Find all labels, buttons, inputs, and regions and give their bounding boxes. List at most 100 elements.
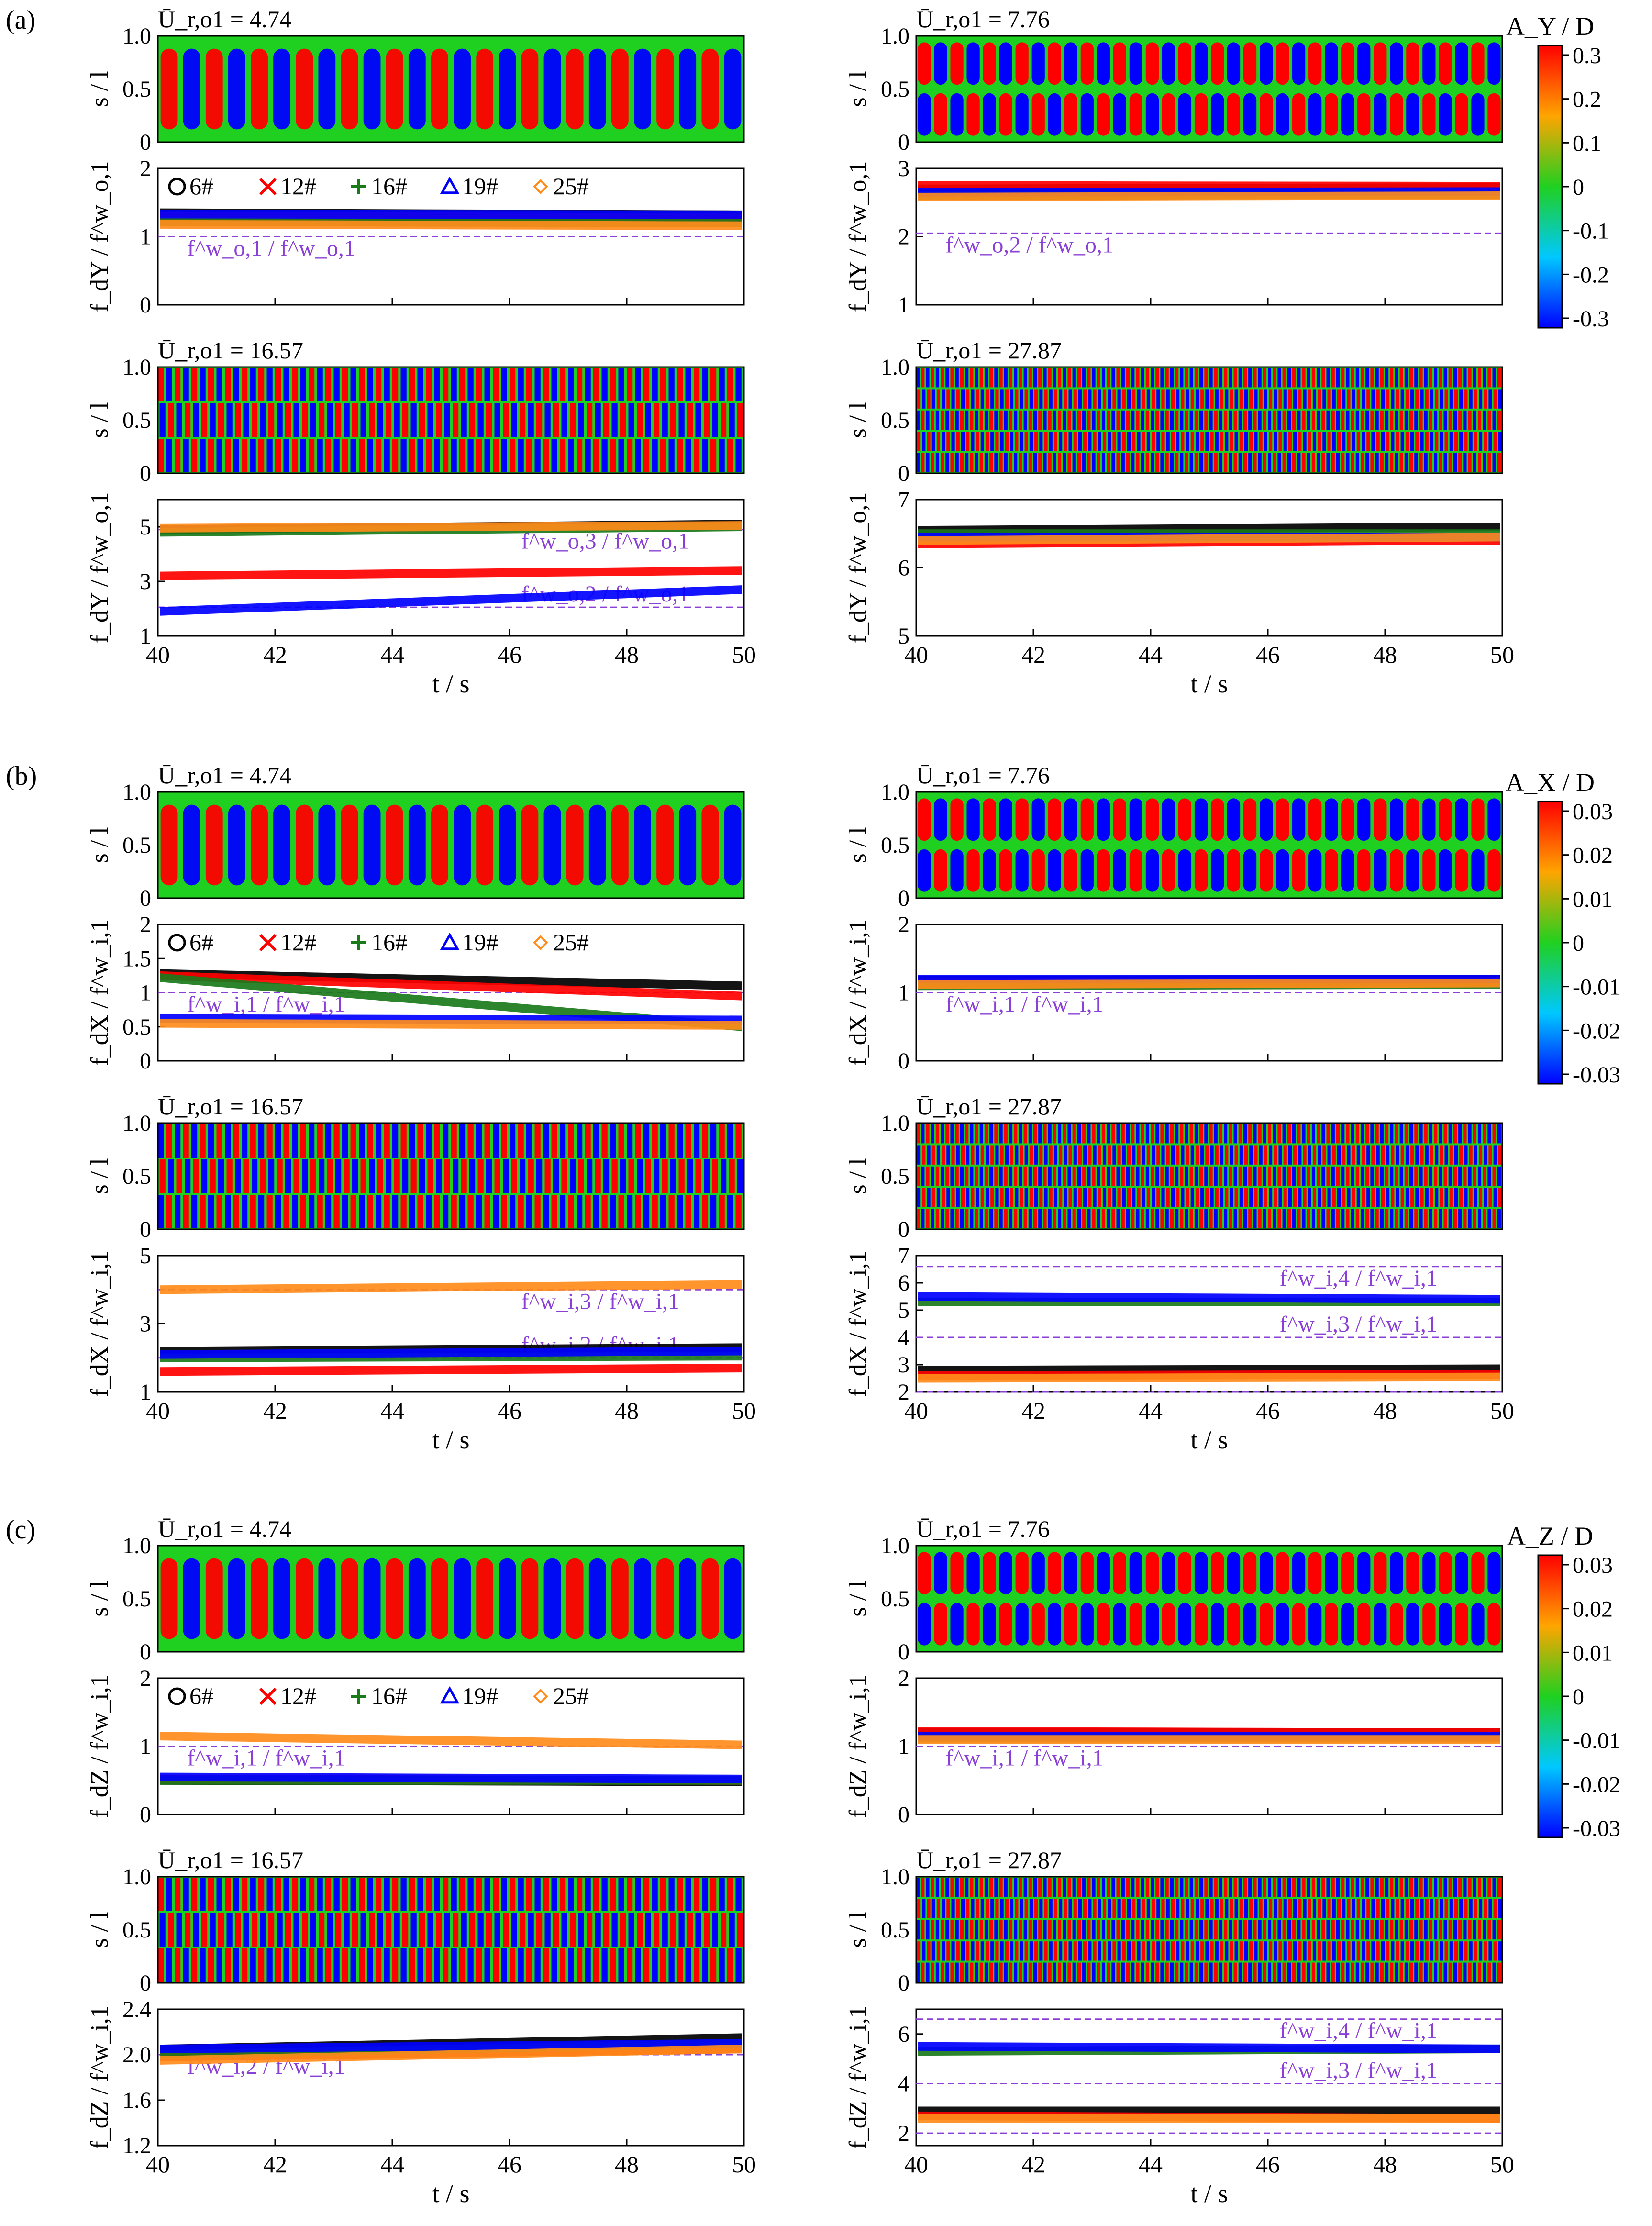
heatmap-stripe xyxy=(971,1899,975,1918)
heatmap-stripe xyxy=(1459,1188,1463,1207)
heatmap-stripe xyxy=(327,1159,333,1193)
colorbar-label: A_Y / D xyxy=(1506,12,1594,41)
heatmap-blob-upper xyxy=(950,798,964,841)
heatmap-stripe xyxy=(926,1166,930,1186)
heatmap-stripe xyxy=(994,1166,998,1186)
heatmap-blob-upper xyxy=(1194,1552,1208,1595)
heatmap-stripe xyxy=(191,368,198,401)
heatmap-stripe xyxy=(926,1920,930,1940)
heatmap-stripe xyxy=(1019,1124,1022,1144)
heatmap-blob xyxy=(183,1558,200,1639)
heatmap-stripe xyxy=(1181,1145,1185,1165)
heatmap-stripe xyxy=(1264,389,1267,409)
heatmap-stripe xyxy=(1137,1145,1141,1165)
heatmap-stripe xyxy=(526,368,532,401)
heatmap-stripe xyxy=(568,1124,574,1158)
heatmap-stripe xyxy=(941,1124,944,1144)
heatmap-stripe xyxy=(1152,432,1155,451)
heatmap-stripe xyxy=(1200,389,1204,409)
heatmap-blob-upper xyxy=(1439,1552,1452,1595)
heatmap-stripe xyxy=(961,389,965,409)
x-tick-label: 48 xyxy=(615,1397,639,1424)
heatmap-stripe xyxy=(501,439,507,472)
heatmap-stripe xyxy=(955,1920,959,1940)
heatmap-stripe xyxy=(1093,1145,1097,1165)
heatmap-stripe xyxy=(1058,1209,1062,1228)
heatmap-stripe xyxy=(694,1948,700,1982)
heatmap-stripe xyxy=(1448,1166,1452,1186)
heatmap-stripe xyxy=(283,1878,289,1911)
heatmap-stripe xyxy=(1360,1962,1364,1982)
heatmap-stripe xyxy=(727,1124,733,1158)
heatmap-stripe xyxy=(1028,453,1032,472)
heatmap-blob xyxy=(701,48,719,130)
heatmap-stripe xyxy=(168,1913,174,1947)
heatmap-stripe xyxy=(342,1124,348,1158)
heatmap-stripe xyxy=(1230,1899,1233,1918)
x-tick-label: 40 xyxy=(904,2151,928,2178)
heatmap-stripe xyxy=(1474,432,1477,451)
heatmap-blob xyxy=(296,1558,313,1639)
series-band xyxy=(918,979,1500,989)
heatmap-stripe xyxy=(1419,1166,1423,1186)
heatmap-stripe xyxy=(1097,410,1100,430)
heatmap-stripe xyxy=(1332,389,1336,409)
heatmap-stripe xyxy=(1209,1124,1213,1144)
heatmap-stripe xyxy=(1064,1899,1067,1918)
series-band xyxy=(160,521,742,533)
heatmap-blob xyxy=(701,804,719,886)
heatmap-stripe xyxy=(1318,432,1321,451)
heatmap-stripe xyxy=(950,1124,954,1144)
heatmap-stripe xyxy=(1077,1124,1081,1144)
heatmap-stripe xyxy=(1434,1166,1438,1186)
heatmap-stripe xyxy=(1298,1899,1302,1918)
heatmap-blob xyxy=(251,1558,268,1639)
heatmap-stripe xyxy=(985,1899,989,1918)
heatmap-stripe xyxy=(1214,1166,1218,1186)
heatmap-stripe xyxy=(727,1195,733,1228)
heatmap-stripe xyxy=(1059,1899,1063,1918)
heatmap-stripe xyxy=(1048,368,1052,388)
heatmap-stripe xyxy=(1424,1166,1428,1186)
y-tick-label: 2 xyxy=(140,1666,151,1691)
heatmap-stripe xyxy=(1498,389,1502,409)
heatmap-stripe xyxy=(1273,1209,1276,1228)
heatmap-stripe xyxy=(1370,1209,1374,1228)
heatmap-stripe xyxy=(1083,1188,1087,1207)
heatmap-stripe xyxy=(1385,1920,1389,1940)
heatmap-stripe xyxy=(1396,389,1399,409)
heatmap-stripe xyxy=(921,1124,925,1144)
y-axis-label: f_dY / f^w_o,1 xyxy=(844,492,872,644)
heatmap-stripe xyxy=(1151,368,1154,388)
heatmap-stripe xyxy=(1238,1878,1242,1897)
heatmap-stripe xyxy=(392,368,399,401)
heatmap-blob-lower xyxy=(966,849,980,892)
heatmap-stripe xyxy=(233,1195,239,1228)
heatmap-stripe xyxy=(1347,1899,1351,1918)
heatmap-stripe xyxy=(1194,1878,1198,1897)
heatmap-stripe xyxy=(1434,1209,1438,1228)
heatmap-stripe xyxy=(1268,1962,1272,1982)
heatmap-stripe xyxy=(1023,1124,1027,1144)
heatmap-stripe xyxy=(1395,1166,1398,1186)
heatmap-stripe xyxy=(1023,1209,1027,1228)
heatmap-frame xyxy=(915,1122,1503,1230)
heatmap-stripe xyxy=(277,1913,283,1947)
heatmap-stripe xyxy=(1111,1124,1115,1144)
heatmap-stripe xyxy=(1101,1962,1106,1982)
heatmap-stripe xyxy=(1126,453,1130,472)
heatmap-stripe xyxy=(191,439,198,472)
heatmap-stripe xyxy=(1215,1145,1219,1165)
heatmap-stripe xyxy=(1224,368,1228,388)
heatmap-stripe xyxy=(376,1124,382,1158)
heatmap-blob-lower xyxy=(1439,849,1452,892)
heatmap-stripe xyxy=(1082,1920,1086,1940)
heatmap-stripe xyxy=(1336,368,1340,388)
heatmap-stripe xyxy=(1311,453,1316,472)
heatmap-stripe xyxy=(1063,1124,1066,1144)
heatmap-stripe xyxy=(1229,1920,1232,1940)
heatmap-stripe xyxy=(1132,1899,1136,1918)
heatmap-stripe xyxy=(1420,389,1424,409)
heatmap-stripe xyxy=(603,1159,610,1193)
heatmap-stripe xyxy=(1160,1920,1164,1940)
